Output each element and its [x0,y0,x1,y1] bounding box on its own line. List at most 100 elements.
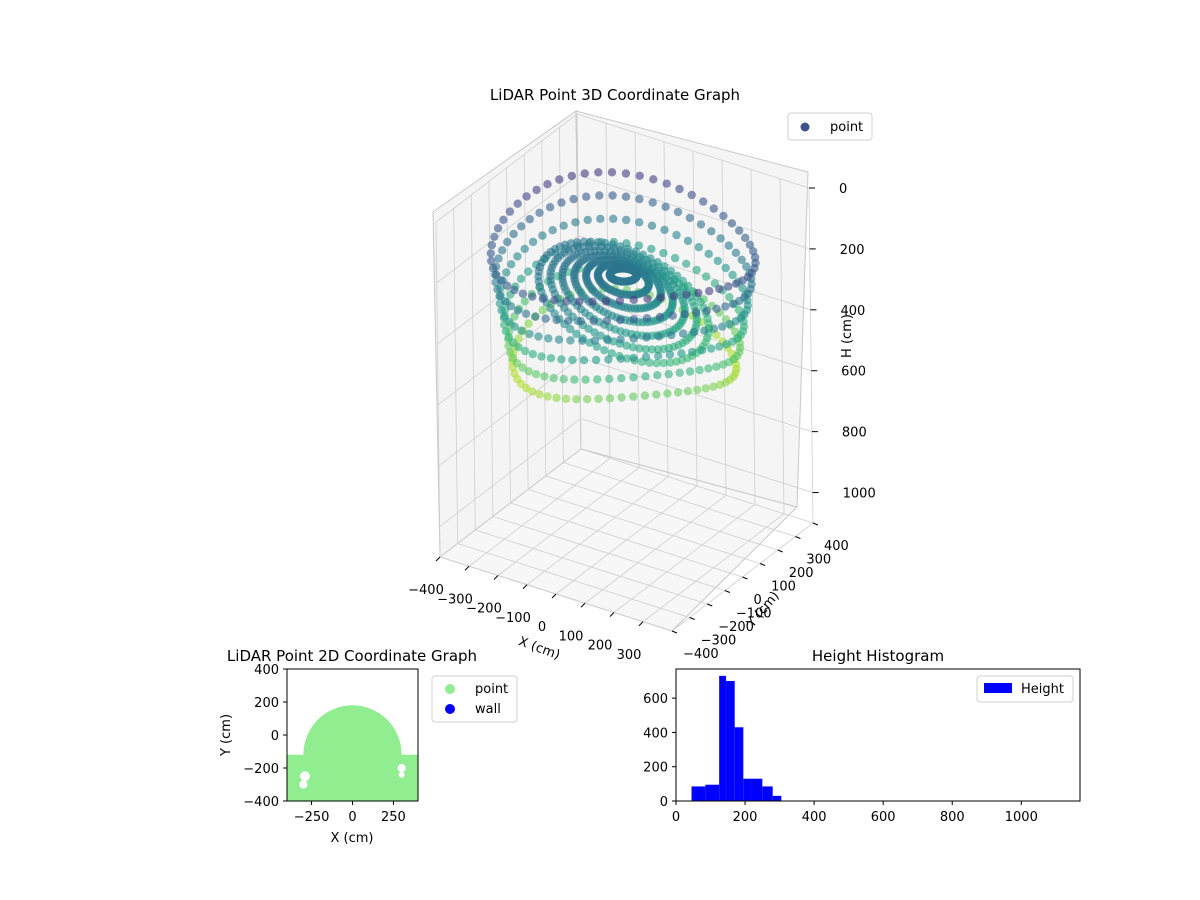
point-3d [704,249,713,259]
grid-3d [435,113,814,632]
point-3d [655,312,665,322]
point-3d [702,306,711,315]
x-tick-mark-3d [493,575,499,580]
point-3d [629,392,638,401]
point-cloud-3d [486,168,760,404]
point-3d [607,168,617,177]
point-3d [546,354,556,363]
point-3d [662,179,671,188]
point-3d [738,276,747,285]
point-3d [543,392,552,401]
point-3d [738,284,747,293]
x-tick-label-3d: 0 [538,620,546,635]
y-axis-title-2d: Y (cm) [219,714,234,757]
point-3d [591,355,601,365]
x-tick-label-3d: 200 [588,639,613,654]
point-3d [562,297,571,306]
plot-area-2d [287,705,418,801]
point-3d [712,304,721,313]
point-3d [709,382,718,391]
point-3d [540,372,549,381]
chart-title-2d: LiDAR Point 2D Coordinate Graph [227,647,477,665]
point-3d [522,383,531,393]
chart-title-3d: LiDAR Point 3D Coordinate Graph [490,86,740,104]
point-3d [675,368,684,377]
y-tick-label-histogram: 600 [643,692,668,707]
point-3d [685,213,695,223]
point-3d [543,180,552,189]
point-3d [649,175,658,184]
x-tick-label-3d: −200 [466,602,502,617]
y-tick-mark-3d [795,536,801,539]
point-3d [486,249,495,258]
back-grid-line-h [579,357,813,433]
z-tick-label-3d: 400 [840,304,865,319]
point-3d [492,270,501,279]
legend-histogram-box [976,675,1074,703]
scatter-2d-chart: −250 0 250 −400 −200 0 200 400 LiDAR Point 2D … [219,647,518,846]
x-axis-title-2d: X (cm) [331,831,374,846]
left-grid-line-y [453,208,459,544]
point-3d [605,374,614,384]
point-3d [572,329,581,339]
point-3d [716,234,725,243]
point-3d [532,185,541,195]
point-3d [494,254,503,263]
point-3d [701,384,710,393]
point-3d [629,295,638,304]
point-3d [665,350,675,359]
y-tick-label-3d: 0 [754,593,762,608]
histogram-bar [691,786,706,801]
point-3d [588,297,597,306]
y-tick-label-2d: 400 [254,663,279,678]
point-3d [609,214,618,223]
x-tick-label-histogram: 400 [802,810,827,825]
y-tick-label-3d: −200 [718,620,754,635]
point-3d [629,334,638,343]
point-3d [697,346,707,355]
point-3d [693,385,702,395]
histogram-bar [726,681,735,801]
back-grid-line-h [580,418,813,493]
back-grid-line-x [808,187,814,524]
point-3d [605,394,615,403]
point-3d [683,236,693,246]
point-3d [719,211,728,221]
point-3d [572,395,581,404]
point-3d [663,389,672,398]
y-tick-label-2d: 200 [254,696,279,711]
x-tick-mark-3d [638,621,644,627]
point-3d [642,314,652,323]
point-3d [628,343,638,352]
point-3d [566,336,575,345]
x-tick-mark-3d [551,593,557,599]
x-tick-mark-3d [464,565,470,571]
point-3d [514,343,523,352]
point-3d [557,355,566,364]
y-tick-mark-3d [707,603,713,607]
point-3d [490,232,499,241]
point-3d [718,322,727,331]
point-3d [518,289,527,298]
point-3d [502,268,511,277]
axes-frame-histogram [675,668,1081,802]
point-3d [502,281,512,290]
point-3d [640,391,650,400]
point-3d [725,292,734,302]
point-3d [731,248,741,257]
point-3d [715,342,724,351]
z-tick-label-3d: 600 [841,365,866,380]
point-3d [513,306,523,315]
x-ticks-histogram: 0 200 400 600 800 1000 [672,801,1038,825]
y-tick-label-histogram: 400 [643,726,668,741]
point-3d [581,375,590,384]
point-3d [635,194,644,204]
point-3d [641,345,650,354]
point-3d [647,221,657,230]
point-cloud-2d [287,705,418,801]
left-grid-line-y [488,181,494,517]
point-3d [694,288,703,298]
point-3d [715,284,724,294]
point-3d [528,237,538,247]
